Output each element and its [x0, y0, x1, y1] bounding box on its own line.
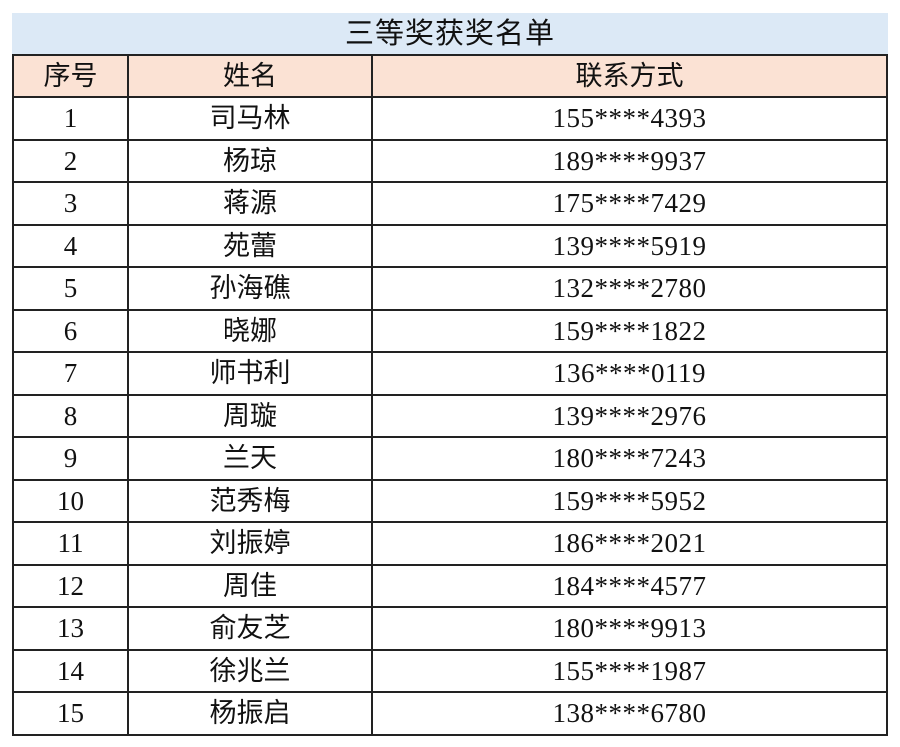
header-name: 姓名 — [127, 54, 373, 98]
table-row: 3 蒋源 175****7429 — [12, 181, 888, 226]
cell-name: 师书利 — [127, 351, 373, 396]
cell-name: 周佳 — [127, 563, 373, 608]
cell-contact: 132****2780 — [371, 266, 888, 311]
cell-contact: 155****4393 — [371, 96, 888, 141]
cell-index: 2 — [12, 138, 129, 183]
cell-contact: 139****2976 — [371, 393, 888, 438]
cell-index: 6 — [12, 308, 129, 353]
table-row: 5 孙海礁 132****2780 — [12, 266, 888, 311]
cell-name: 刘振婷 — [127, 521, 373, 566]
table-title: 三等奖获奖名单 — [12, 13, 888, 54]
table-row: 12 周佳 184****4577 — [12, 563, 888, 608]
cell-contact: 180****9913 — [371, 606, 888, 651]
cell-contact: 186****2021 — [371, 521, 888, 566]
table-row: 6 晓娜 159****1822 — [12, 308, 888, 353]
cell-name: 蒋源 — [127, 181, 373, 226]
cell-name: 晓娜 — [127, 308, 373, 353]
cell-name: 杨琼 — [127, 138, 373, 183]
cell-index: 5 — [12, 266, 129, 311]
header-contact: 联系方式 — [371, 54, 888, 98]
cell-contact: 136****0119 — [371, 351, 888, 396]
cell-index: 11 — [12, 521, 129, 566]
cell-name: 周璇 — [127, 393, 373, 438]
table-row: 4 苑蕾 139****5919 — [12, 223, 888, 268]
cell-name: 兰天 — [127, 436, 373, 481]
table-row: 14 徐兆兰 155****1987 — [12, 648, 888, 693]
cell-index: 12 — [12, 563, 129, 608]
cell-name: 司马林 — [127, 96, 373, 141]
cell-name: 徐兆兰 — [127, 648, 373, 693]
cell-index: 4 — [12, 223, 129, 268]
cell-index: 3 — [12, 181, 129, 226]
table-row: 11 刘振婷 186****2021 — [12, 521, 888, 566]
table-row: 2 杨琼 189****9937 — [12, 138, 888, 183]
cell-contact: 159****5952 — [371, 478, 888, 523]
cell-index: 9 — [12, 436, 129, 481]
cell-contact: 189****9937 — [371, 138, 888, 183]
cell-contact: 155****1987 — [371, 648, 888, 693]
cell-index: 1 — [12, 96, 129, 141]
cell-index: 15 — [12, 691, 129, 736]
cell-index: 13 — [12, 606, 129, 651]
header-row: 序号 姓名 联系方式 — [12, 54, 888, 98]
cell-contact: 184****4577 — [371, 563, 888, 608]
winners-table: 序号 姓名 联系方式 1 司马林 155****4393 2 杨琼 189****9937… — [12, 54, 888, 736]
cell-name: 俞友芝 — [127, 606, 373, 651]
cell-index: 14 — [12, 648, 129, 693]
cell-name: 苑蕾 — [127, 223, 373, 268]
cell-name: 孙海礁 — [127, 266, 373, 311]
cell-index: 10 — [12, 478, 129, 523]
cell-contact: 139****5919 — [371, 223, 888, 268]
table-row: 15 杨振启 138****6780 — [12, 691, 888, 736]
cell-contact: 138****6780 — [371, 691, 888, 736]
table-row: 1 司马林 155****4393 — [12, 96, 888, 141]
header-index: 序号 — [12, 54, 129, 98]
cell-contact: 159****1822 — [371, 308, 888, 353]
cell-index: 7 — [12, 351, 129, 396]
table-row: 13 俞友芝 180****9913 — [12, 606, 888, 651]
cell-index: 8 — [12, 393, 129, 438]
cell-contact: 180****7243 — [371, 436, 888, 481]
cell-contact: 175****7429 — [371, 181, 888, 226]
table-row: 8 周璇 139****2976 — [12, 393, 888, 438]
table-row: 7 师书利 136****0119 — [12, 351, 888, 396]
cell-name: 杨振启 — [127, 691, 373, 736]
table-row: 9 兰天 180****7243 — [12, 436, 888, 481]
cell-name: 范秀梅 — [127, 478, 373, 523]
table-row: 10 范秀梅 159****5952 — [12, 478, 888, 523]
